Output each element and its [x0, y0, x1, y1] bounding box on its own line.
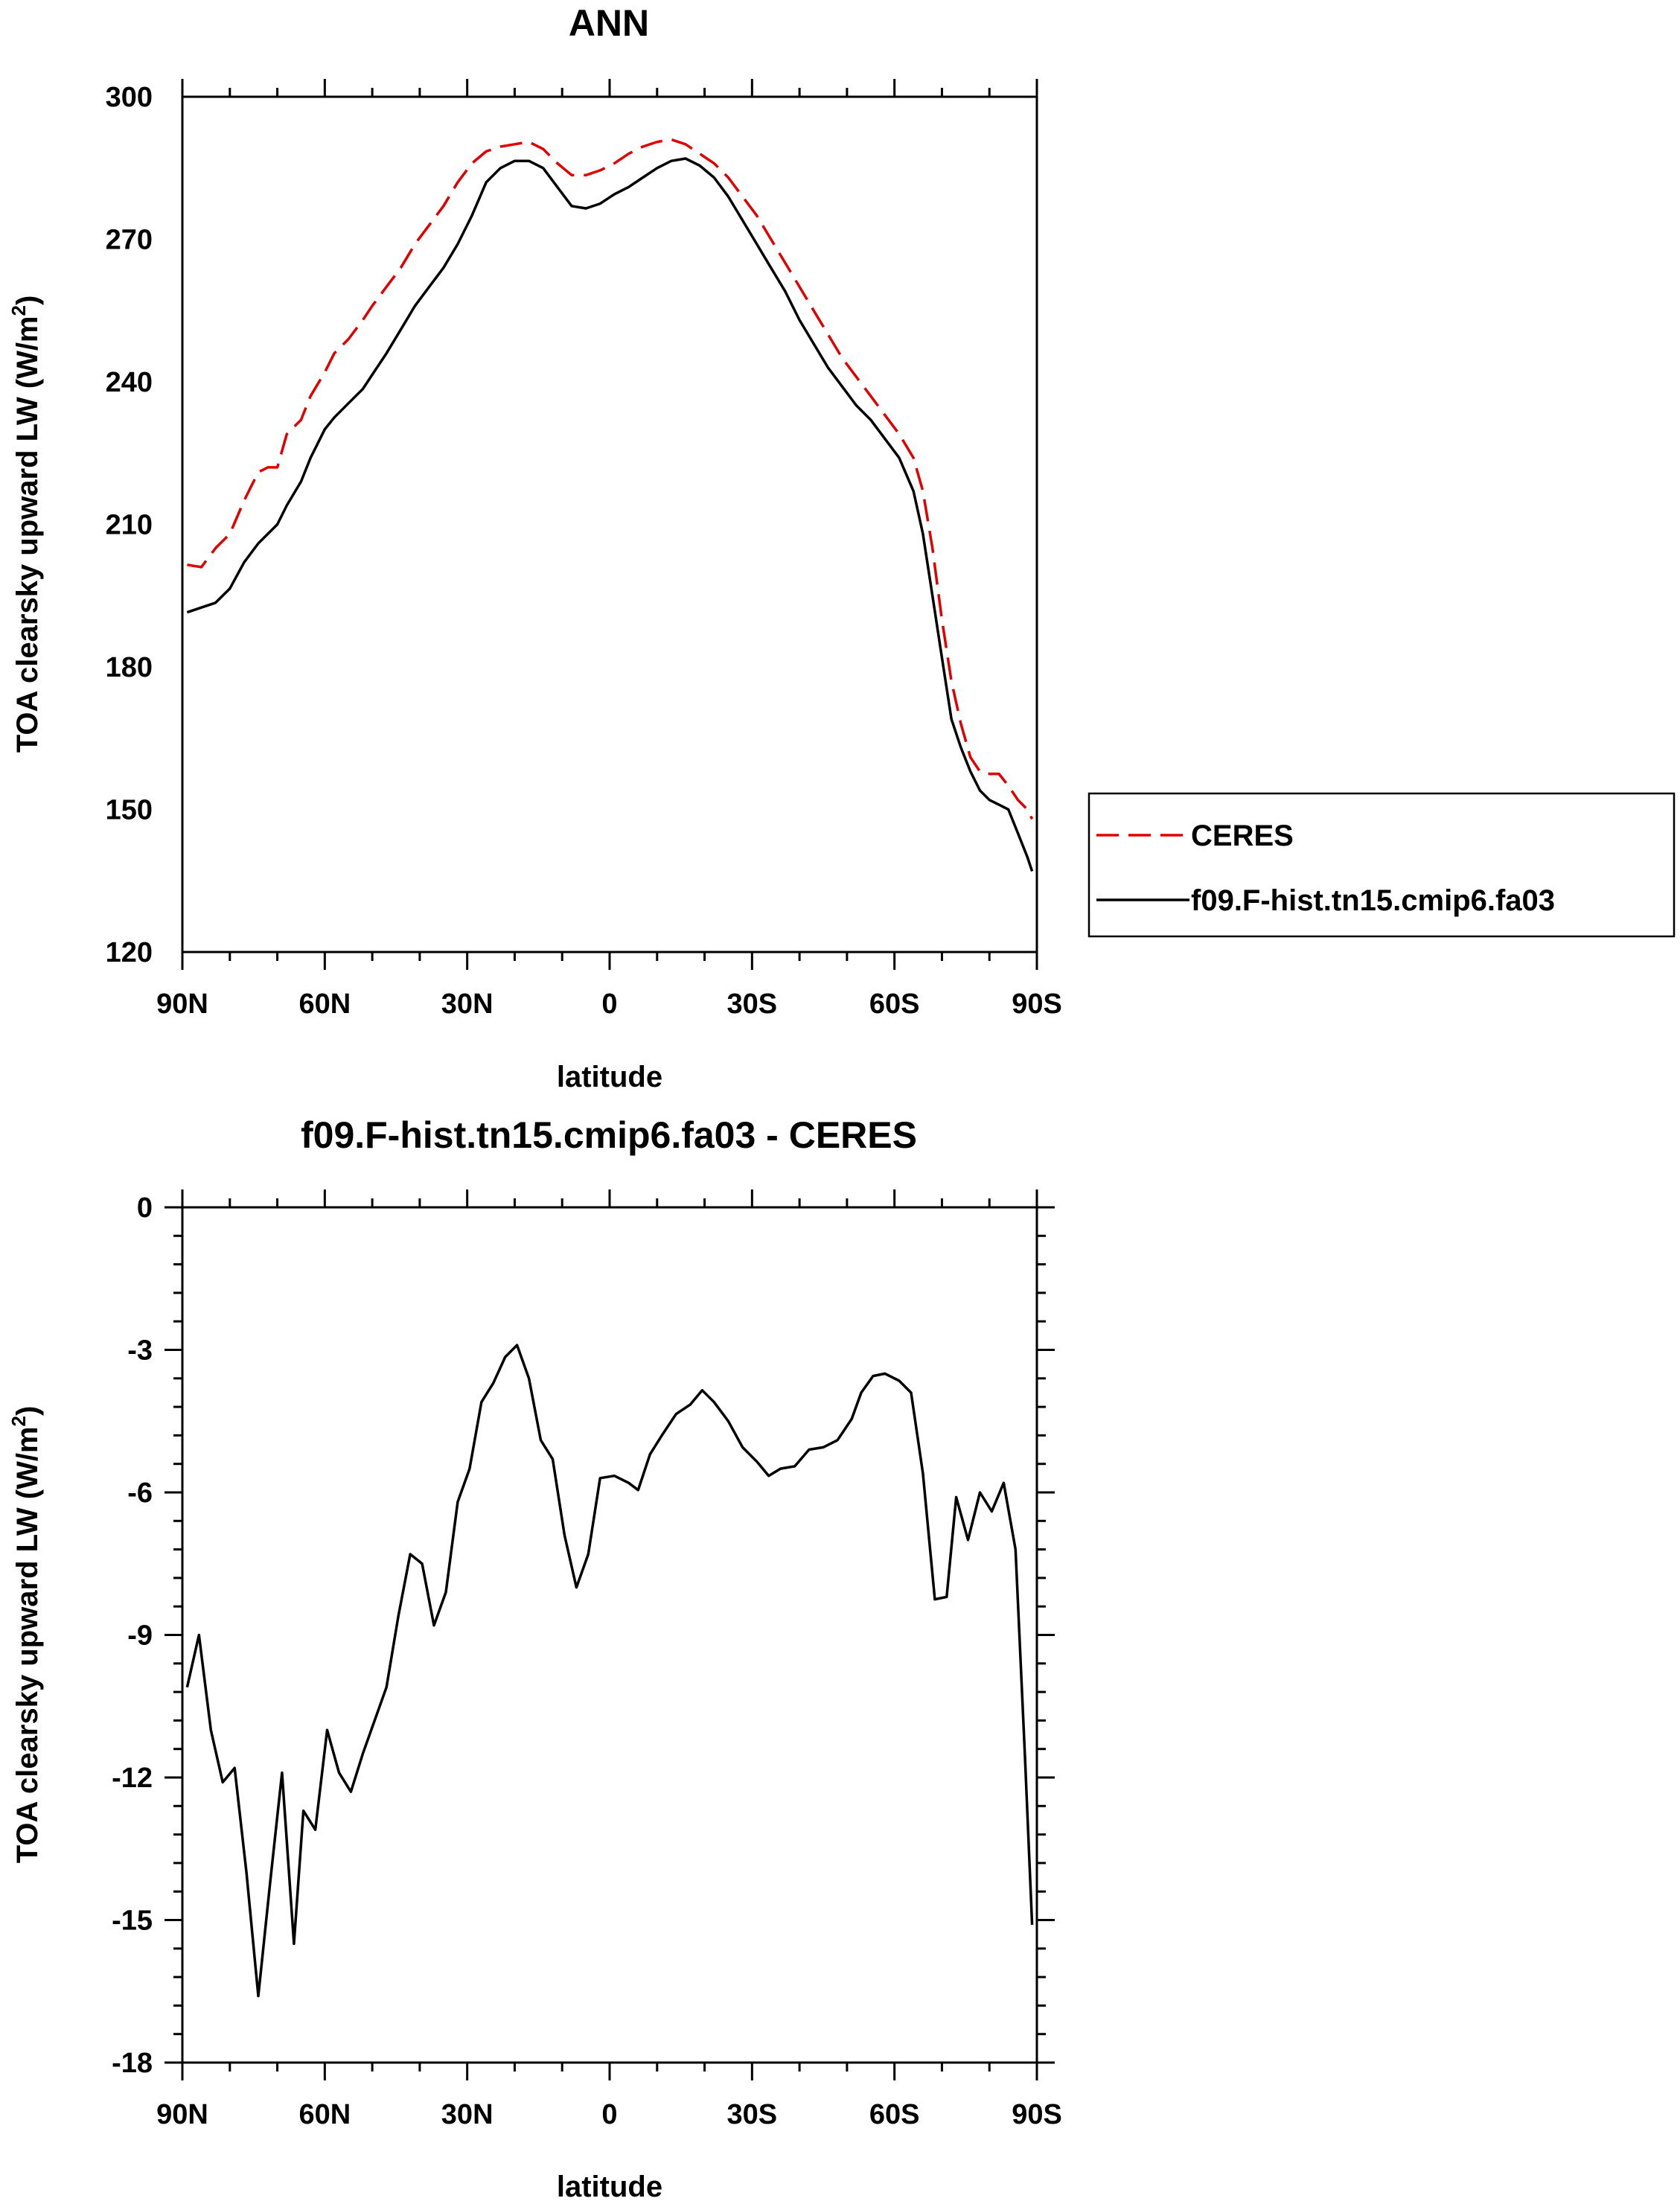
top-x-tick-labels: 90N 60N 30N 0 30S 60S 90S	[156, 988, 1062, 1020]
top-x-axis-title: latitude	[557, 1061, 662, 1093]
bottom-y-tick-labels: 0 -3 -6 -9 -12 -15 -18	[112, 1192, 153, 2079]
y-tick-label: 270	[106, 225, 153, 256]
top-panel: ANN 120 150 180 210 240 270 300 90N 60N 30N 0 30S 6…	[7, 2, 1062, 1093]
y-tick-label: 180	[106, 652, 153, 683]
y-tick-label: -18	[112, 2048, 153, 2079]
x-tick-label: 30N	[441, 2099, 494, 2130]
top-series	[186, 138, 1034, 872]
y-tick-label: -6	[127, 1478, 153, 1509]
top-y-axis-title-close: )	[11, 296, 44, 305]
legend-label-model: f09.F-hist.tn15.cmip6.fa03	[1191, 884, 1555, 917]
x-tick-label: 0	[601, 2099, 617, 2130]
x-tick-label: 90S	[1012, 988, 1062, 1020]
bottom-x-axis-title: latitude	[557, 2171, 662, 2203]
top-y-axis-title: TOA clearsky upward LW (W/m2)	[7, 296, 44, 753]
top-ticks	[181, 79, 1038, 970]
y-tick-label: -3	[127, 1335, 153, 1367]
bottom-y-axis-title-close: )	[11, 1406, 44, 1416]
bottom-y-axis-title-main: TOA clearsky upward LW (W/m	[11, 1427, 44, 1864]
series-line-0	[185, 1344, 1034, 1998]
top-y-axis-title-main: TOA clearsky upward LW (W/m	[11, 316, 44, 753]
top-y-tick-labels: 120 150 180 210 240 270 300	[106, 82, 153, 968]
bottom-chart-title: f09.F-hist.tn15.cmip6.fa03 - CERES	[301, 1114, 917, 1156]
x-tick-label: 60N	[298, 2099, 351, 2130]
x-tick-label: 0	[601, 988, 617, 1020]
bottom-y-axis-title-sup: 2	[7, 1416, 30, 1426]
legend-label-ceres: CERES	[1191, 820, 1294, 852]
bottom-panel: f09.F-hist.tn15.cmip6.fa03 - CERES 0 -3 -6…	[7, 1114, 1062, 2203]
x-tick-label: 30S	[727, 2099, 778, 2130]
top-chart-title: ANN	[569, 2, 649, 44]
top-y-axis-title-sup: 2	[7, 305, 30, 316]
x-tick-label: 60S	[869, 988, 920, 1020]
legend: CERES f09.F-hist.tn15.cmip6.fa03	[1087, 792, 1676, 938]
series-line-1	[186, 157, 1034, 872]
x-tick-label: 90S	[1012, 2099, 1062, 2130]
top-plot-frame	[181, 95, 1038, 954]
y-tick-label: -12	[112, 1763, 153, 1794]
bottom-plot-frame	[181, 1206, 1038, 2064]
bottom-series	[185, 1344, 1034, 1998]
bottom-y-axis-title: TOA clearsky upward LW (W/m2)	[7, 1406, 44, 1864]
y-tick-label: 0	[137, 1192, 153, 1224]
y-tick-label: 240	[106, 367, 153, 398]
x-tick-label: 30N	[441, 988, 494, 1020]
x-tick-label: 60S	[869, 2099, 920, 2130]
x-tick-label: 90N	[156, 988, 208, 1020]
x-tick-label: 60N	[298, 988, 351, 1020]
x-tick-label: 30S	[727, 988, 778, 1020]
bottom-ticks	[165, 1189, 1055, 2080]
y-tick-label: 150	[106, 795, 153, 826]
bottom-x-tick-labels: 90N 60N 30N 0 30S 60S 90S	[156, 2099, 1062, 2130]
series-line-0	[187, 138, 1034, 820]
y-tick-label: -9	[127, 1620, 153, 1652]
y-tick-label: 120	[106, 937, 153, 968]
y-tick-label: -15	[112, 1906, 153, 1937]
y-tick-label: 300	[106, 82, 153, 113]
legend-box	[1087, 792, 1676, 938]
x-tick-label: 90N	[156, 2099, 208, 2130]
y-tick-label: 210	[106, 510, 153, 541]
